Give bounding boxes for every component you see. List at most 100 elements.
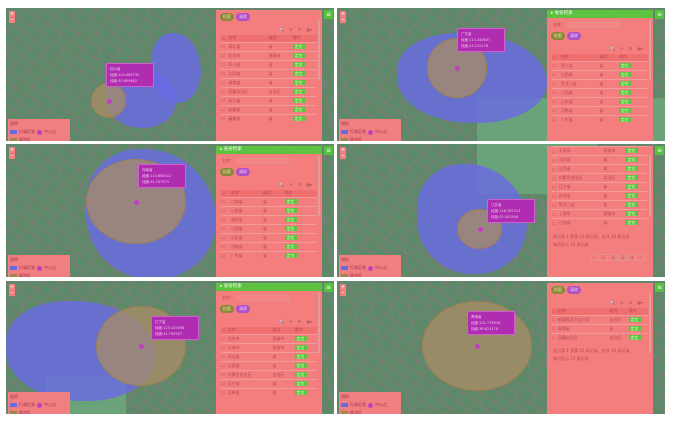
panel-header[interactable]: ▸ 省份检索: [216, 283, 322, 291]
clear-button[interactable]: 清除: [236, 168, 250, 176]
select-all-checkbox[interactable]: ☐: [221, 327, 228, 334]
locate-button[interactable]: 定位: [625, 148, 638, 153]
map-view[interactable]: 青海省 经度:101.778916 纬度:36.623178 + − 图例 行政区划 中心点…: [337, 281, 665, 414]
search-icon[interactable]: 🔍: [610, 300, 616, 305]
row-checkbox[interactable]: ☐: [221, 387, 228, 397]
page-button[interactable]: 2: [608, 253, 618, 261]
row-checkbox[interactable]: ☐: [221, 214, 231, 224]
row-checkbox[interactable]: ☐: [221, 223, 231, 233]
locate-button[interactable]: 定位: [284, 225, 297, 231]
zoom-out-button[interactable]: −: [340, 290, 346, 296]
col-name[interactable]: 名称: [230, 190, 264, 197]
zoom-in-button[interactable]: +: [9, 147, 15, 153]
locate-button[interactable]: 定位: [618, 80, 631, 86]
row-checkbox[interactable]: ☐: [552, 209, 559, 219]
col-name[interactable]: 名称: [228, 35, 269, 42]
locate-button[interactable]: 定位: [284, 216, 297, 222]
zoom-out-button[interactable]: −: [9, 17, 15, 23]
locate-button[interactable]: 定位: [292, 97, 305, 103]
columns-icon[interactable]: ▦▾: [306, 27, 312, 32]
center-point[interactable]: [455, 66, 460, 71]
center-point[interactable]: [139, 344, 144, 349]
zoom-in-button[interactable]: +: [340, 284, 346, 290]
refresh-icon[interactable]: ⟳: [289, 319, 293, 324]
locate-button[interactable]: 定位: [625, 211, 638, 216]
row-checkbox[interactable]: ☐: [552, 200, 559, 210]
locate-button[interactable]: 定位: [292, 106, 305, 112]
zoom-out-button[interactable]: −: [340, 17, 346, 23]
scrollbar[interactable]: [649, 293, 651, 353]
search-button[interactable]: 检索: [551, 32, 565, 40]
center-point[interactable]: [134, 199, 139, 205]
map-view[interactable]: 四川省 经度:104.065735 纬度:30.659462 + − 图例 行政区划 中心点…: [6, 8, 334, 141]
col-name[interactable]: 名称: [227, 327, 273, 334]
columns-icon[interactable]: ▦▾: [306, 182, 312, 187]
select-all-checkbox[interactable]: ☐: [221, 190, 231, 197]
toggle-view-icon[interactable]: ☰: [628, 300, 633, 305]
locate-button[interactable]: 定位: [625, 166, 638, 171]
locate-button[interactable]: 定位: [628, 325, 641, 331]
search-icon[interactable]: 🔍: [279, 319, 285, 324]
columns-icon[interactable]: ▦▾: [637, 300, 643, 305]
locate-button[interactable]: 定位: [618, 71, 631, 77]
panel-header[interactable]: ▸ 省份检索: [216, 146, 322, 154]
toggle-view-icon[interactable]: ☰: [297, 319, 302, 324]
locate-button[interactable]: 定位: [292, 43, 305, 49]
toggle-view-icon[interactable]: ☰: [297, 27, 302, 32]
zoom-in-button[interactable]: +: [9, 284, 15, 290]
row-checkbox[interactable]: ☐: [221, 196, 231, 206]
row-checkbox[interactable]: ☐: [221, 241, 231, 251]
row-checkbox[interactable]: ☐: [221, 250, 231, 260]
toggle-view-icon[interactable]: ☰: [297, 182, 302, 187]
panel-toggle-button[interactable]: ≡: [324, 146, 333, 155]
scrollbar[interactable]: [649, 20, 651, 80]
columns-icon[interactable]: ▦▾: [306, 319, 312, 324]
locate-button[interactable]: 定位: [292, 70, 305, 76]
locate-button[interactable]: 定位: [294, 389, 307, 395]
locate-button[interactable]: 定位: [628, 316, 641, 322]
locate-button[interactable]: 定位: [618, 98, 631, 104]
zoom-in-button[interactable]: +: [340, 11, 346, 17]
search-button[interactable]: 检索: [220, 13, 234, 21]
zoom-out-button[interactable]: −: [340, 153, 346, 159]
row-checkbox[interactable]: ☐: [221, 104, 229, 114]
search-button[interactable]: 检索: [220, 168, 234, 176]
locate-button[interactable]: 定位: [294, 380, 307, 386]
col-level[interactable]: 级别: [272, 327, 295, 334]
zoom-out-button[interactable]: −: [9, 290, 15, 296]
center-point[interactable]: [106, 98, 112, 104]
zoom-in-button[interactable]: +: [340, 147, 346, 153]
search-input[interactable]: [568, 22, 620, 28]
panel-toggle-button[interactable]: ≡: [655, 10, 664, 19]
refresh-icon[interactable]: ⟳: [289, 27, 293, 32]
search-button[interactable]: 检索: [551, 286, 565, 294]
row-checkbox[interactable]: ☐: [552, 114, 561, 124]
center-point[interactable]: [475, 344, 480, 349]
scrollbar[interactable]: [318, 20, 320, 80]
row-checkbox[interactable]: ☐: [552, 87, 561, 97]
row-checkbox[interactable]: ☐: [221, 113, 229, 123]
page-size[interactable]: 每页显示 10 条记录: [553, 356, 589, 361]
row-checkbox[interactable]: ☐: [221, 86, 229, 96]
col-name[interactable]: 名称: [557, 308, 610, 315]
locate-button[interactable]: 定位: [294, 371, 307, 377]
row-checkbox[interactable]: ☐: [552, 96, 561, 106]
row-checkbox[interactable]: ☐: [221, 369, 228, 379]
row-checkbox[interactable]: ☐: [221, 232, 231, 242]
row-checkbox[interactable]: ☐: [552, 155, 559, 165]
locate-button[interactable]: 定位: [625, 184, 638, 189]
locate-button[interactable]: 定位: [294, 344, 307, 350]
search-icon[interactable]: 🔍: [610, 46, 616, 51]
locate-button[interactable]: 定位: [294, 335, 307, 341]
locate-button[interactable]: 定位: [292, 79, 305, 85]
page-button[interactable]: 3: [618, 253, 627, 261]
col-level[interactable]: 级别: [263, 190, 285, 197]
row-checkbox[interactable]: ☐: [552, 323, 558, 333]
row-checkbox[interactable]: ☐: [552, 332, 558, 342]
locate-button[interactable]: 定位: [618, 116, 631, 122]
locate-button[interactable]: 定位: [294, 353, 307, 359]
row-checkbox[interactable]: ☐: [221, 77, 229, 87]
row-checkbox[interactable]: ☐: [552, 182, 559, 192]
panel-toggle-button[interactable]: ≡: [324, 283, 333, 292]
row-checkbox[interactable]: ☐: [221, 41, 229, 51]
